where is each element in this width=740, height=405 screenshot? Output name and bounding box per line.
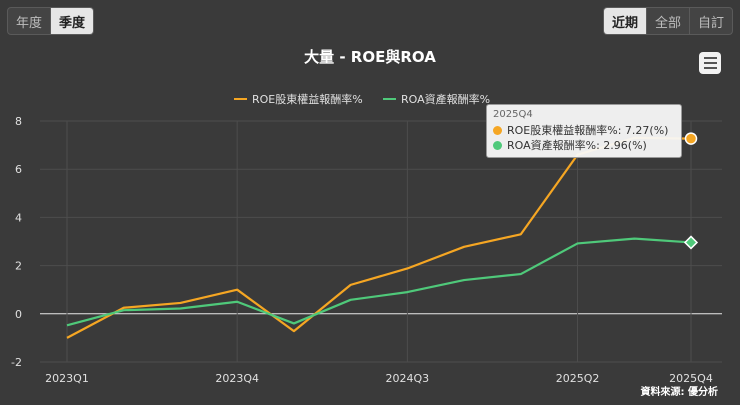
tooltip-roe-text: ROE股東權益報酬率%: 7.27(%) <box>507 124 669 137</box>
x-tick-label: 2025Q2 <box>556 372 600 385</box>
quarterly-button[interactable]: 季度 <box>51 8 94 34</box>
roa-highlight-marker <box>683 235 699 250</box>
y-tick-label: 6 <box>15 163 22 176</box>
y-tick-label: 2 <box>15 260 22 273</box>
all-button[interactable]: 全部 <box>647 8 690 34</box>
roe-series-line <box>66 136 692 339</box>
tooltip-row-roe: ROE股東權益報酬率%: 7.27(%) <box>493 123 675 138</box>
x-tick-label: 2025Q4 <box>669 372 713 385</box>
tooltip-title: 2025Q4 <box>493 109 533 120</box>
legend-item-roe[interactable]: ROE股東權益報酬率% <box>234 92 363 106</box>
legend-item-roa[interactable]: ROA資產報酬率% <box>383 92 490 106</box>
y-axis: -2 0 2 4 6 8 <box>11 115 22 369</box>
legend-label-roe: ROE股東權益報酬率% <box>252 92 363 106</box>
annual-button[interactable]: 年度 <box>8 8 52 34</box>
roe-dot-icon <box>493 126 502 135</box>
roe-highlight-marker <box>684 132 698 145</box>
hamburger-icon-bar <box>703 67 717 69</box>
y-tick-label: 4 <box>15 211 22 224</box>
range-toggle: 近期 全部 自訂 <box>602 7 733 35</box>
x-axis: 2023Q1 2023Q4 2024Q3 2025Q2 2025Q4 <box>45 372 713 385</box>
source-label: 資料來源: 優分析 <box>641 385 718 398</box>
export-menu-button[interactable] <box>699 52 721 74</box>
legend-label-roa: ROA資產報酬率% <box>401 92 490 106</box>
tooltip-roa-text: ROA資產報酬率%: 2.96(%) <box>507 139 647 152</box>
roa-series-line <box>66 237 692 327</box>
x-tick-label: 2023Q1 <box>45 372 89 385</box>
series-layer <box>66 132 699 339</box>
legend: ROE股東權益報酬率% ROA資產報酬率% <box>234 92 490 106</box>
tooltip-row-roa: ROA資產報酬率%: 2.96(%) <box>493 138 675 153</box>
period-toggle: 年度 季度 <box>7 7 95 35</box>
recent-button[interactable]: 近期 <box>603 8 647 34</box>
y-tick-label: 0 <box>15 308 22 321</box>
chart-title: 大量 - ROE與ROA <box>304 48 436 66</box>
x-tick-label: 2024Q3 <box>386 372 430 385</box>
roa-dot-icon <box>493 141 502 150</box>
tooltip: 2025Q4 ROE股東權益報酬率%: 7.27(%) ROA資產報酬率%: 2… <box>486 104 682 158</box>
hamburger-icon-bar <box>703 57 717 59</box>
x-tick-label: 2023Q4 <box>215 372 259 385</box>
y-tick-label: -2 <box>11 356 22 369</box>
y-tick-label: 8 <box>15 115 22 128</box>
hamburger-icon-bar <box>703 62 717 64</box>
grid-lines <box>40 120 722 363</box>
custom-button[interactable]: 自訂 <box>697 15 724 31</box>
